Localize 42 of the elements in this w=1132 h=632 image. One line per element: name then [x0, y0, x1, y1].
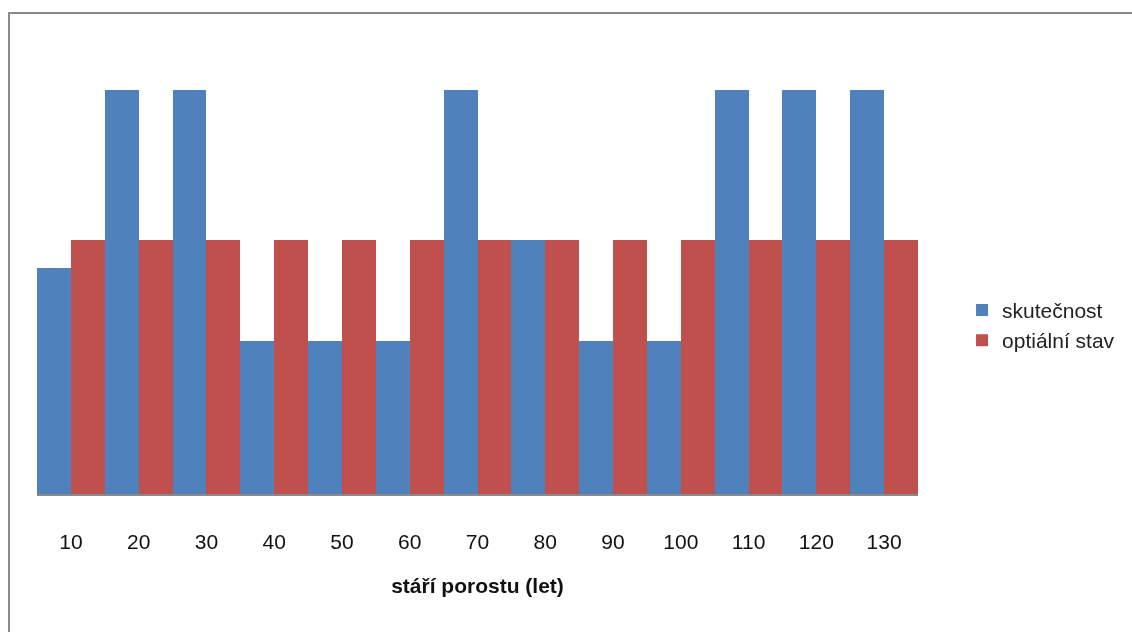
x-tick-label: 90 — [601, 530, 625, 554]
bar — [680, 239, 715, 494]
bar — [308, 340, 342, 494]
bar — [545, 239, 580, 494]
bar — [884, 239, 918, 494]
bar — [613, 239, 647, 494]
bar — [443, 90, 478, 494]
bar — [409, 239, 444, 494]
x-tick-label: 120 — [798, 530, 834, 554]
x-tick-label: 40 — [262, 530, 286, 554]
x-tick-label: 20 — [126, 530, 151, 554]
bar — [138, 239, 173, 494]
x-tick-label: 30 — [194, 530, 219, 554]
x-tick-label: 60 — [398, 530, 422, 554]
bar — [477, 239, 512, 494]
legend-label: optiální stav — [1002, 329, 1115, 353]
bar — [240, 340, 275, 494]
legend-label: skutečnost — [1002, 299, 1103, 323]
bar — [70, 239, 105, 494]
bar — [816, 239, 851, 494]
bar — [646, 340, 681, 494]
x-tick-label: 10 — [59, 530, 83, 554]
x-tick-label: 100 — [663, 530, 699, 554]
bar — [579, 340, 614, 494]
x-tick-label: 50 — [330, 530, 354, 554]
x-tick-label: 80 — [533, 530, 557, 554]
bar — [782, 90, 817, 494]
x-axis-title: stáří porostu (let) — [391, 573, 564, 597]
bar — [375, 340, 410, 494]
bar — [206, 239, 241, 494]
bar — [511, 239, 546, 494]
x-tick-label: 70 — [465, 530, 490, 554]
bar — [714, 90, 749, 494]
x-tick-label: 110 — [731, 530, 766, 554]
bar — [748, 239, 783, 494]
bar — [850, 90, 885, 494]
bar — [37, 267, 71, 494]
bar — [104, 90, 139, 494]
bar — [274, 239, 309, 494]
x-tick-label: 130 — [866, 530, 902, 554]
bar — [341, 239, 376, 494]
bar — [172, 90, 207, 494]
